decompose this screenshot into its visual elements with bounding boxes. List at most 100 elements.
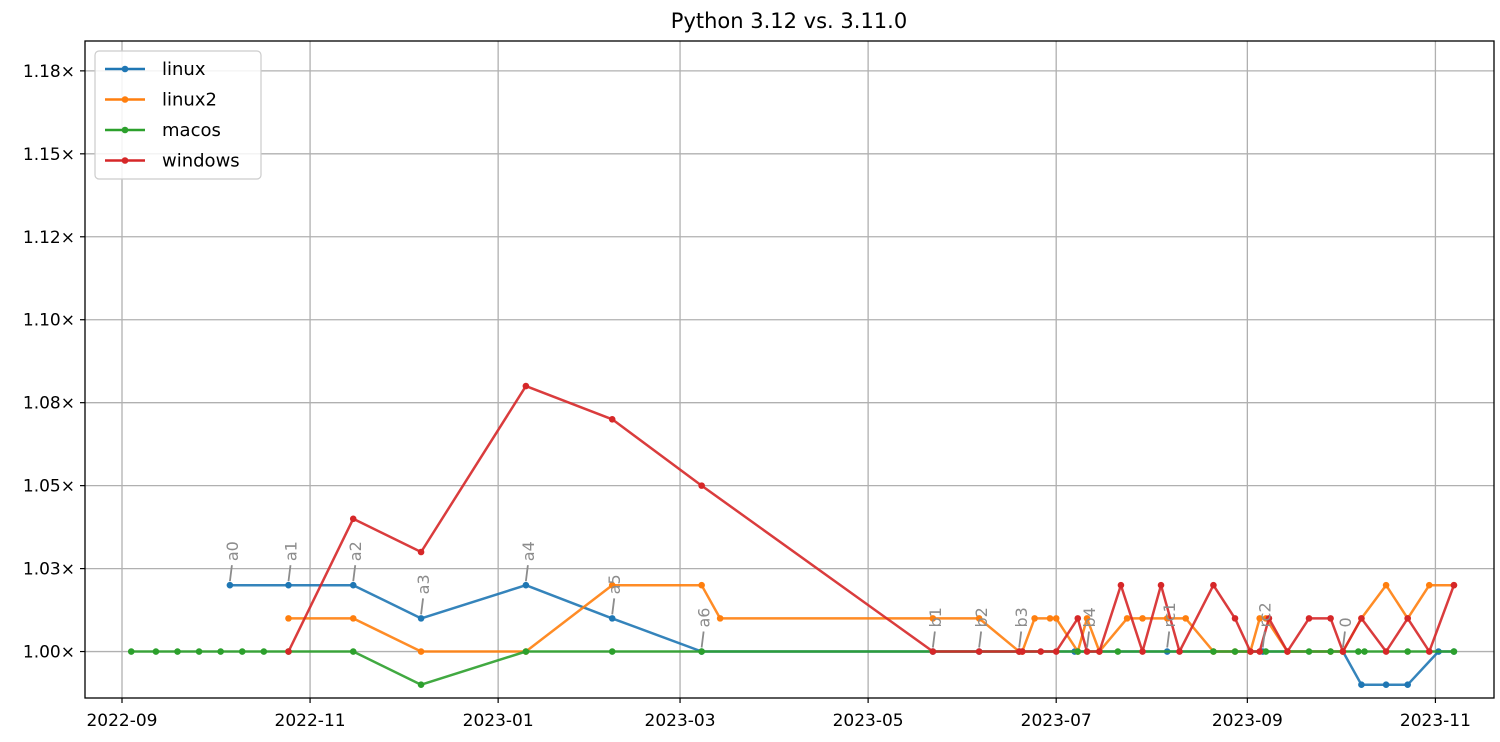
data-point-windows	[1425, 648, 1433, 655]
data-point-linux	[522, 581, 530, 589]
data-point-linux	[349, 581, 357, 589]
data-point-linux2	[1139, 615, 1146, 622]
data-point-linux2	[1425, 581, 1433, 589]
data-point-macos	[417, 681, 425, 689]
annotation-b3: b3	[1012, 607, 1031, 648]
data-point-windows	[1305, 615, 1313, 622]
data-point-macos	[1404, 648, 1411, 655]
data-point-windows	[1037, 648, 1045, 655]
annotation-b1: b1	[926, 607, 945, 648]
annotation-rc2: rc2	[1256, 602, 1275, 648]
data-point-macos	[152, 648, 160, 655]
annotation-label: a2	[346, 541, 365, 561]
data-point-windows	[1231, 615, 1239, 622]
annotation-label: b3	[1012, 607, 1031, 627]
annotation-leader	[1018, 631, 1023, 648]
y-tick-label: 1.15×	[23, 145, 75, 165]
data-point-macos	[1074, 648, 1082, 655]
y-tick-label: 1.05×	[23, 477, 75, 497]
annotation-0: 0	[1336, 617, 1355, 648]
data-point-macos	[1231, 648, 1239, 655]
y-tick-label: 1.03×	[23, 560, 75, 580]
data-point-linux	[1404, 681, 1411, 689]
data-point-windows	[522, 382, 530, 390]
annotation-leader	[1086, 631, 1090, 648]
data-point-macos	[1355, 648, 1362, 655]
data-point-linux	[417, 615, 425, 622]
y-tick-label: 1.08×	[23, 394, 75, 414]
x-tick-label: 2023-09	[1212, 711, 1283, 731]
data-point-windows	[608, 415, 616, 423]
annotation-leader	[229, 565, 233, 582]
data-point-windows	[1210, 581, 1217, 589]
data-point-macos	[1327, 648, 1334, 655]
annotation-leader	[352, 565, 357, 582]
data-point-linux	[608, 615, 616, 622]
y-axis: 1.00× 1.03× 1.05× 1.08× 1.10× 1.12× 1.15× 1.18×	[23, 62, 85, 663]
y-tick-label: 1.18×	[23, 62, 75, 82]
annotation-leader	[524, 565, 529, 582]
annotation-label: a5	[605, 574, 624, 594]
x-tick-label: 2022-09	[86, 711, 157, 731]
data-point-windows	[1247, 648, 1254, 655]
data-point-windows	[1327, 615, 1334, 622]
data-point-windows	[1139, 648, 1146, 655]
annotation-label: a4	[519, 541, 538, 561]
data-point-linux2	[1031, 615, 1038, 622]
data-point-macos	[1361, 648, 1368, 655]
data-point-macos	[1305, 648, 1313, 655]
data-point-windows	[1117, 581, 1125, 589]
annotation-label: 0	[1336, 617, 1355, 627]
data-point-windows	[929, 648, 937, 655]
data-point-windows	[1265, 615, 1273, 622]
data-point-macos	[1210, 648, 1217, 655]
annotation-leader	[700, 631, 705, 648]
data-point-macos	[238, 648, 246, 655]
data-point-windows	[1018, 648, 1026, 655]
data-point-macos	[1262, 648, 1270, 655]
annotation-leader	[420, 598, 424, 615]
x-tick-label: 2023-03	[645, 711, 716, 731]
annotation-label: rc2	[1256, 602, 1275, 627]
data-point-linux	[1382, 681, 1390, 689]
data-point-windows	[1176, 648, 1183, 655]
annotation-leader	[1166, 631, 1171, 648]
data-point-macos	[522, 648, 530, 655]
x-tick-label: 2023-01	[463, 711, 534, 731]
data-point-macos	[349, 648, 357, 655]
data-point-windows	[975, 648, 983, 655]
data-point-linux	[1358, 681, 1365, 689]
annotation-label: b1	[926, 607, 945, 627]
annotation-leader	[611, 598, 616, 615]
data-point-linux2	[716, 615, 724, 622]
data-point-linux2	[285, 615, 292, 622]
data-point-windows	[1358, 615, 1365, 622]
y-tick-label: 1.12×	[23, 228, 75, 248]
data-point-linux2	[1083, 615, 1091, 622]
data-point-linux2	[1382, 581, 1390, 589]
series-line-macos	[131, 650, 1454, 686]
data-point-windows	[349, 515, 357, 523]
annotation-rc1: rc1	[1160, 602, 1179, 648]
annotation-a6: a6	[695, 608, 714, 648]
x-tick-label: 2022-11	[275, 711, 346, 731]
data-point-windows	[1096, 648, 1103, 655]
chart-title: Python 3.12 vs. 3.11.0	[671, 9, 907, 33]
data-point-macos	[260, 648, 268, 655]
annotation-leader	[287, 565, 292, 582]
legend-marker	[121, 65, 129, 73]
data-point-linux2	[1052, 615, 1060, 622]
data-point-linux2	[1046, 615, 1054, 622]
annotation-label: a3	[414, 574, 433, 594]
data-point-linux	[226, 581, 234, 589]
legend-marker	[121, 157, 129, 164]
data-point-windows	[1382, 648, 1390, 655]
data-point-linux2	[1256, 615, 1263, 622]
legend-label: windows	[162, 151, 240, 172]
annotation-a1: a1	[281, 541, 300, 582]
annotation-b2: b2	[972, 607, 991, 648]
data-point-windows	[1074, 615, 1082, 622]
data-point-windows	[1339, 648, 1347, 655]
legend-item-linux: linux	[105, 59, 206, 80]
legend-item-macos: macos	[105, 120, 221, 141]
